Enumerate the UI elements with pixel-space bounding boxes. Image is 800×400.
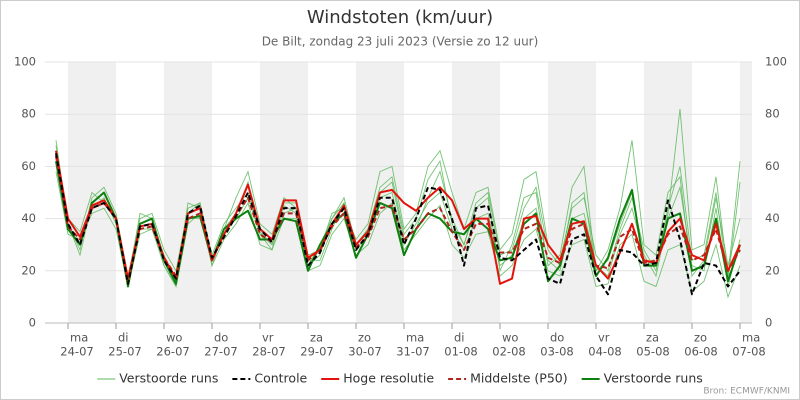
x-tick-date: 02-08 (492, 345, 525, 359)
x-tick-day: wo (166, 331, 182, 345)
legend-label: Verstoorde runs (119, 371, 218, 386)
ensemble-run (55, 145, 741, 288)
x-tick-day: za (310, 331, 323, 345)
ensemble-run (55, 140, 741, 278)
y2-tick-label: 60 (765, 159, 780, 173)
x-tick-date: 29-07 (300, 345, 333, 359)
x-tick-day: di (454, 331, 465, 345)
x-tick-date: 06-08 (684, 345, 717, 359)
y2-tick-label: 100 (765, 55, 787, 69)
legend-label: Verstoorde runs (604, 371, 703, 386)
y2-tick-label: 0 (765, 316, 772, 330)
y-tick-label: 40 (21, 211, 36, 225)
series-line (55, 161, 741, 288)
legend-label: Hoge resolutie (343, 371, 434, 386)
legend-label: Controle (254, 371, 307, 386)
x-tick-day: ma (406, 331, 424, 345)
x-tick-date: 04-08 (588, 345, 621, 359)
x-tick-day: zo (358, 331, 371, 345)
x-tick-day: di (118, 331, 129, 345)
x-tick-day: za (646, 331, 659, 345)
chart-subtitle: De Bilt, zondag 23 juli 2023 (Versie zo … (262, 35, 539, 49)
day-band (164, 62, 212, 323)
y2-tick-label: 20 (765, 263, 780, 277)
day-band (260, 62, 308, 323)
day-band (740, 62, 752, 323)
x-tick-day: vr (598, 331, 610, 345)
legend-label: Middelste (P50) (470, 371, 568, 386)
source: Bron: ECMWF/KNMI (703, 387, 790, 397)
y-tick-label: 100 (14, 55, 36, 69)
x-tick-day: do (214, 331, 228, 345)
day-band (548, 62, 596, 323)
x-tick-day: ma (742, 331, 760, 345)
x-tick-day: zo (694, 331, 707, 345)
x-tick-day: ma (70, 331, 88, 345)
y-tick-label: 60 (21, 159, 36, 173)
x-tick-date: 26-07 (156, 345, 189, 359)
x-tick-date: 07-08 (732, 345, 765, 359)
x-tick-date: 05-08 (636, 345, 669, 359)
y-tick-label: 20 (21, 263, 36, 277)
y2-tick-label: 40 (765, 211, 780, 225)
x-tick-day: do (550, 331, 564, 345)
legend: Verstoorde runs Controle Hoge resolutie Mid… (97, 371, 703, 386)
y2-tick-label: 80 (765, 107, 780, 121)
x-tick-date: 24-07 (60, 345, 93, 359)
x-tick-date: 27-07 (204, 345, 237, 359)
series-line (55, 153, 741, 296)
y-tick-label: 0 (29, 316, 36, 330)
x-tick-date: 25-07 (108, 345, 141, 359)
x-tick-date: 03-08 (540, 345, 573, 359)
y-tick-label: 80 (21, 107, 36, 121)
x-tick-date: 31-07 (396, 345, 429, 359)
x-tick-date: 28-07 (252, 345, 285, 359)
x-tick-date: 30-07 (348, 345, 381, 359)
x-tick-day: vr (262, 331, 274, 345)
x-tick-day: wo (502, 331, 518, 345)
x-tick-date: 01-08 (444, 345, 477, 359)
chart-title: Windstoten (km/uur) (307, 7, 493, 28)
